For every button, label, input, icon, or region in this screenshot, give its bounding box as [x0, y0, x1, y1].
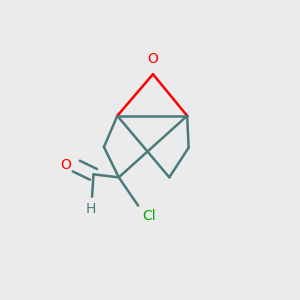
- Text: H: H: [85, 202, 96, 216]
- Text: O: O: [60, 158, 71, 172]
- Text: O: O: [148, 52, 158, 66]
- Text: Cl: Cl: [142, 208, 156, 223]
